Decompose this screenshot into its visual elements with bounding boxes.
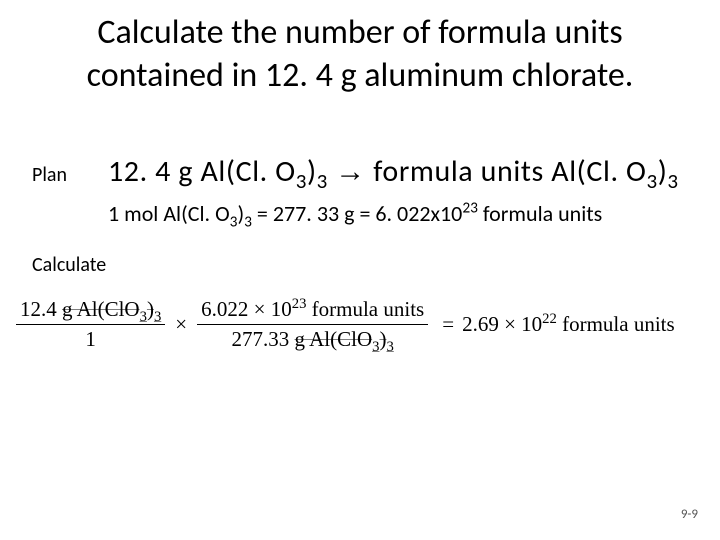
- plan-row: Plan 12. 4 g Al(Cl. O3)3 → formula units…: [0, 153, 720, 190]
- detail-mid: = 277. 33 g = 6. 022x10: [252, 200, 462, 227]
- fraction-term2: 6.022 × 1023 formula units 277.33 g Al(C…: [197, 295, 428, 354]
- plan-rhs-prefix: formula units Al(Cl. O: [366, 153, 647, 190]
- times-1: ×: [175, 312, 187, 337]
- fraction-term1: 12.4 g Al(ClO3)3 1: [16, 295, 165, 354]
- plan-detail: 1 mol Al(Cl. O3)3 = 277. 33 g = 6. 022x1…: [0, 200, 720, 227]
- right-arrow-icon: →: [335, 155, 366, 188]
- detail-suffix: formula units: [478, 200, 602, 227]
- result-sup: 22: [542, 311, 557, 327]
- detail-sup23: 23: [462, 199, 478, 218]
- t1-num-strike-text: g Al(ClO: [62, 297, 140, 321]
- plan-lhs-prefix: 12. 4 g Al(Cl. O: [108, 153, 296, 190]
- t1-num-close: ): [147, 297, 154, 321]
- term1-denominator: 1: [81, 325, 100, 354]
- equation-row: 12.4 g Al(ClO3)3 1 × 6.022 × 1023 formul…: [0, 295, 720, 354]
- term2-denominator: 277.33 g Al(ClO3)3: [228, 325, 398, 354]
- t2-num-sup: 23: [292, 296, 307, 312]
- slide-title: Calculate the number of formula units co…: [0, 0, 720, 97]
- t2-den-strike-text: g Al(ClO: [295, 327, 373, 351]
- plan-sub-3a: 3: [296, 168, 307, 194]
- result: 2.69 × 1022 formula units: [462, 312, 675, 337]
- t2-num-prefix: 6.022 × 10: [201, 297, 292, 321]
- plan-sub-3c: 3: [646, 168, 657, 194]
- equals-sign: =: [442, 312, 454, 337]
- result-prefix: 2.69 × 10: [462, 312, 542, 336]
- plan-rparen2: ): [658, 153, 668, 190]
- t1-num-sub3a: 3: [140, 309, 147, 325]
- t2-num-suffix: formula units: [306, 297, 424, 321]
- plan-sub-3b: 3: [317, 168, 328, 194]
- plan-sub-3d: 3: [667, 168, 678, 194]
- term1-numerator: 12.4 g Al(ClO3)3: [16, 295, 165, 324]
- term2-numerator: 6.022 × 1023 formula units: [197, 295, 428, 324]
- plan-formula: 12. 4 g Al(Cl. O3)3 → formula units Al(C…: [108, 153, 679, 190]
- t1-num-prefix: 12.4: [20, 297, 62, 321]
- plan-label: Plan: [32, 163, 108, 187]
- page-number: 9-9: [681, 507, 698, 522]
- t2-den-prefix: 277.33: [232, 327, 295, 351]
- detail-sub3b: 3: [244, 212, 252, 231]
- detail-prefix: 1 mol Al(Cl. O: [108, 200, 230, 227]
- t2-den-sub3b: 3: [386, 339, 393, 355]
- t2-den-strike: g Al(ClO3)3: [295, 327, 394, 351]
- t1-num-sub3b: 3: [154, 309, 161, 325]
- t1-num-strike: g Al(ClO3)3: [62, 297, 161, 321]
- plan-rparen1: ): [307, 153, 317, 190]
- calculate-label: Calculate: [0, 253, 720, 277]
- result-suffix: formula units: [557, 312, 675, 336]
